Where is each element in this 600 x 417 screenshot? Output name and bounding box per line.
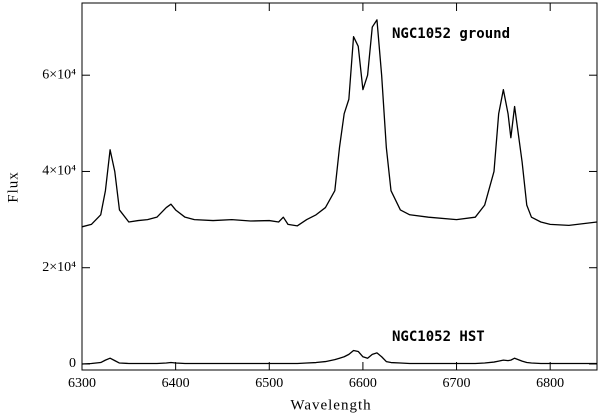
y-tick-label: 6×10⁴	[42, 67, 76, 82]
y-tick-label: 2×10⁴	[42, 260, 76, 275]
x-tick-label: 6300	[68, 376, 96, 391]
plot-frame	[81, 2, 598, 371]
y-tick-label: 4×10⁴	[42, 164, 76, 179]
y-axis-label: Flux	[5, 171, 21, 203]
x-tick-label: 6400	[162, 376, 190, 391]
spectrum-line	[81, 19, 598, 228]
annotation: NGC1052 ground	[392, 26, 510, 42]
spectrum-line	[81, 349, 597, 365]
x-tick-label: 6600	[349, 376, 377, 391]
x-tick-label: 6800	[536, 376, 564, 391]
y-tick-label: 0	[69, 356, 76, 371]
x-tick-label: 6500	[255, 376, 283, 391]
annotation: NGC1052 HST	[392, 329, 485, 345]
x-tick-label: 6700	[443, 376, 471, 391]
x-axis-label: Wavelength	[290, 397, 371, 413]
